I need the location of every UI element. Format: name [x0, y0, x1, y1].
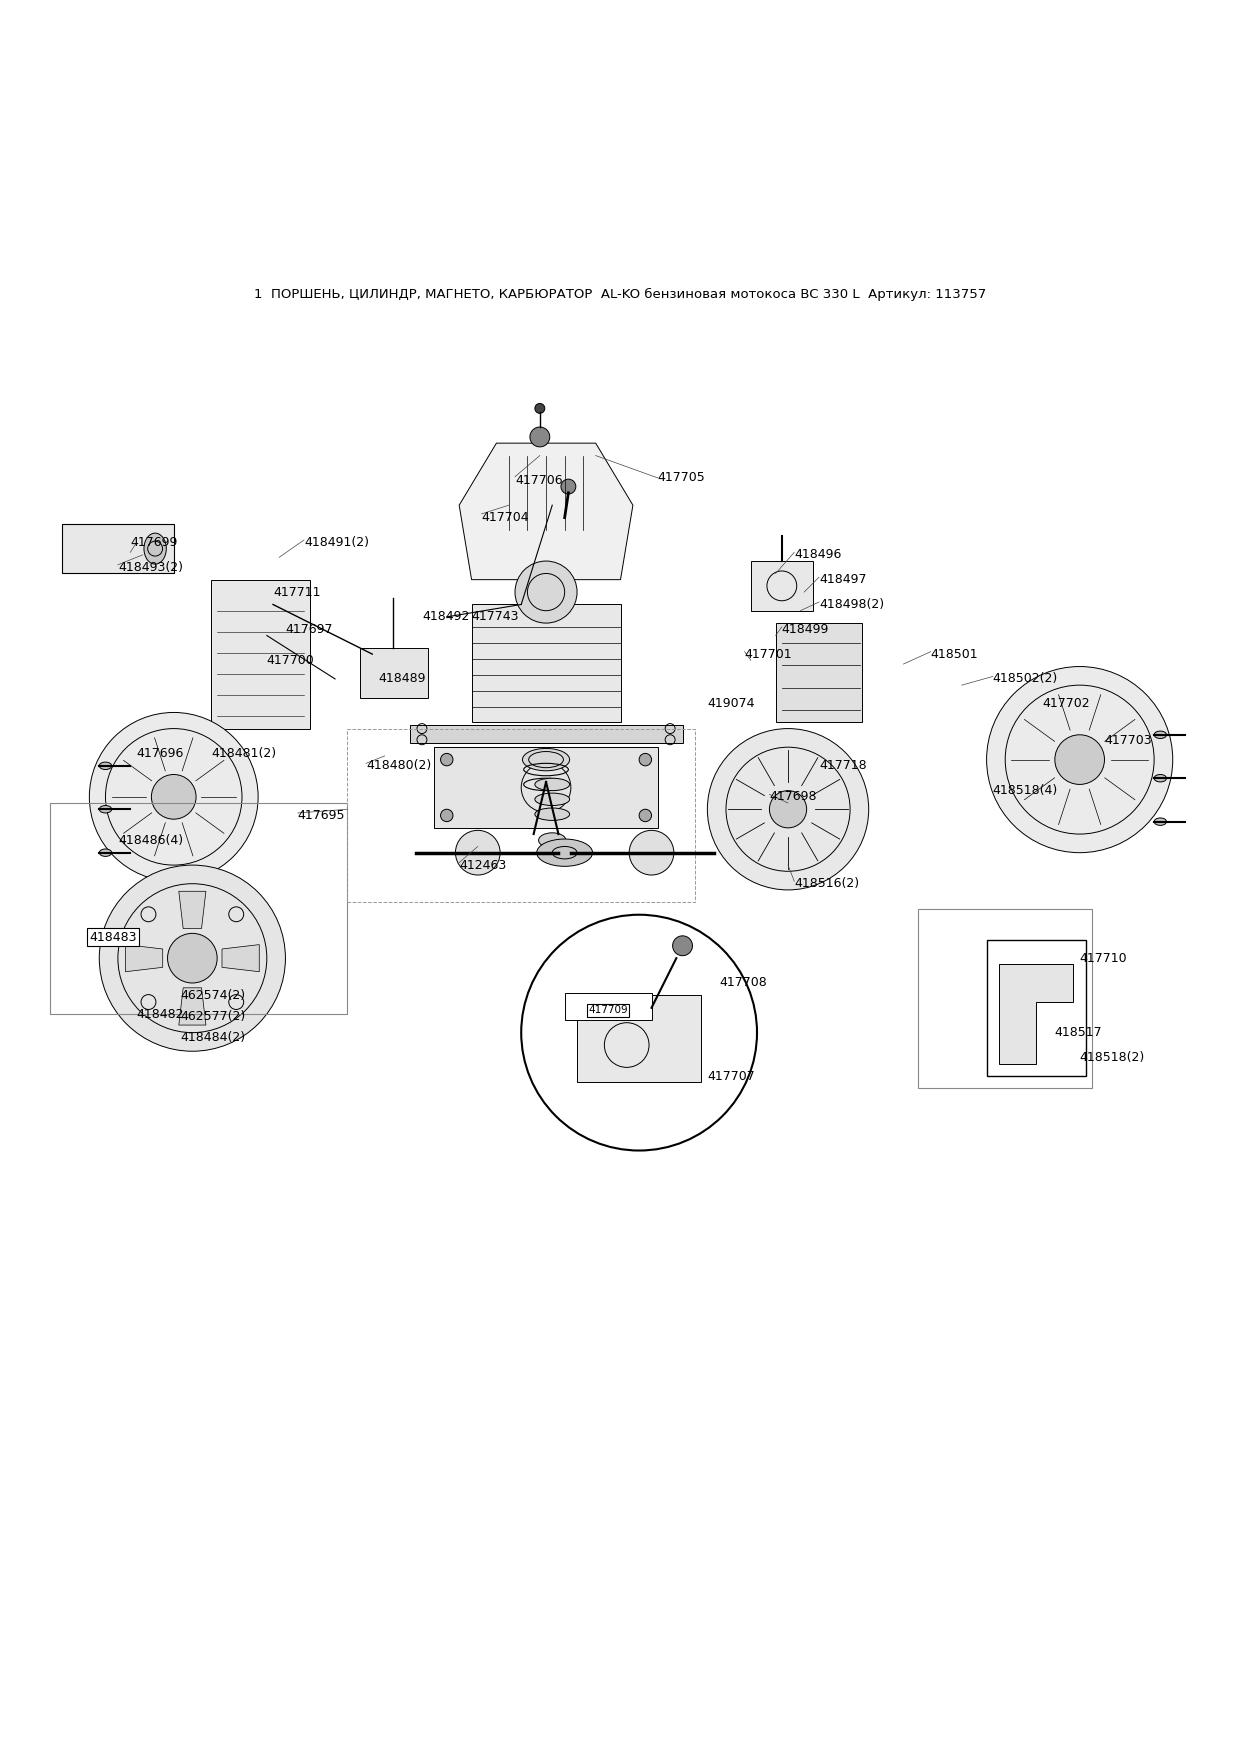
Bar [360, 648, 428, 697]
Polygon shape [222, 944, 259, 972]
Text: 418492: 418492 [422, 611, 469, 623]
Bar [434, 748, 658, 828]
Circle shape [639, 753, 652, 765]
Ellipse shape [1154, 818, 1167, 825]
Bar [565, 993, 652, 1020]
Bar [410, 725, 683, 744]
Polygon shape [999, 963, 1073, 1064]
Polygon shape [125, 944, 163, 972]
Text: 417718: 417718 [819, 760, 866, 772]
Text: 1  ПОРШЕНЬ, ЦИЛИНДР, МАГНЕТО, КАРБЮРАТОР  AL-KO бензиновая мотокоса BC 330 L  Ар: 1 ПОРШЕНЬ, ЦИЛИНДР, МАГНЕТО, КАРБЮРАТОР … [254, 288, 987, 300]
Text: 417701: 417701 [745, 648, 792, 660]
Text: 417699: 417699 [130, 535, 177, 549]
Text: 418499: 418499 [782, 623, 829, 635]
Text: 418518(4): 418518(4) [993, 784, 1059, 797]
Bar [987, 939, 1086, 1076]
Ellipse shape [536, 839, 593, 867]
Circle shape [99, 865, 285, 1051]
Circle shape [535, 404, 545, 414]
Text: 418516(2): 418516(2) [794, 878, 859, 890]
Bar [577, 995, 701, 1083]
Bar [918, 909, 1092, 1088]
Text: 417698: 417698 [769, 790, 817, 804]
Ellipse shape [535, 777, 570, 792]
Text: 417704: 417704 [482, 511, 529, 525]
Circle shape [561, 479, 576, 493]
Circle shape [629, 830, 674, 876]
Text: 418501: 418501 [931, 648, 978, 660]
Text: 462574(2): 462574(2) [180, 988, 244, 1002]
Text: 417710: 417710 [1080, 951, 1127, 965]
Text: 417711: 417711 [273, 586, 320, 598]
Text: 417696: 417696 [137, 748, 184, 760]
Circle shape [441, 809, 453, 821]
Text: 418518(2): 418518(2) [1080, 1051, 1145, 1064]
Text: 412463: 412463 [459, 858, 506, 872]
Ellipse shape [539, 834, 566, 848]
Ellipse shape [522, 748, 570, 770]
Ellipse shape [535, 807, 570, 820]
Text: 418486(4): 418486(4) [118, 834, 182, 846]
Text: 418481(2): 418481(2) [211, 748, 276, 760]
Ellipse shape [99, 762, 112, 769]
Circle shape [168, 934, 217, 983]
Circle shape [151, 774, 196, 820]
Text: 418498(2): 418498(2) [819, 598, 884, 611]
Text: 417703: 417703 [1104, 735, 1152, 748]
Ellipse shape [144, 534, 166, 563]
Text: 418502(2): 418502(2) [993, 672, 1059, 686]
Text: 417706: 417706 [515, 474, 562, 486]
Text: 418489: 418489 [379, 672, 426, 686]
Bar [776, 623, 862, 723]
Text: 418493(2): 418493(2) [118, 562, 182, 574]
Text: 417697: 417697 [285, 623, 333, 635]
Ellipse shape [1154, 732, 1167, 739]
Bar [62, 523, 174, 574]
Text: 417743: 417743 [472, 611, 519, 623]
Circle shape [707, 728, 869, 890]
Circle shape [89, 713, 258, 881]
Text: 418517: 418517 [1055, 1027, 1102, 1039]
Circle shape [515, 562, 577, 623]
Text: 417705: 417705 [658, 472, 705, 484]
Circle shape [673, 935, 692, 956]
Bar [347, 728, 695, 902]
Bar [211, 579, 310, 728]
Text: 418496: 418496 [794, 548, 841, 562]
Ellipse shape [99, 849, 112, 856]
Polygon shape [179, 892, 206, 928]
Text: 418497: 418497 [819, 574, 866, 586]
Circle shape [639, 809, 652, 821]
Text: 417707: 417707 [707, 1069, 755, 1083]
Bar [751, 562, 813, 611]
Text: 418483: 418483 [89, 930, 137, 944]
Text: 417700: 417700 [267, 655, 314, 667]
Ellipse shape [99, 806, 112, 813]
Circle shape [769, 792, 807, 828]
Ellipse shape [1154, 774, 1167, 783]
Text: 418484(2): 418484(2) [180, 1032, 244, 1044]
Circle shape [1055, 735, 1104, 784]
Text: 419074: 419074 [707, 697, 755, 711]
Circle shape [455, 830, 500, 876]
Text: 417709: 417709 [588, 1006, 628, 1016]
Text: 418480(2): 418480(2) [366, 760, 432, 772]
Polygon shape [179, 988, 206, 1025]
Circle shape [441, 753, 453, 765]
Text: 418482: 418482 [137, 1007, 184, 1020]
Text: 417708: 417708 [720, 976, 767, 990]
Circle shape [530, 426, 550, 448]
Bar [472, 604, 620, 723]
Text: 418491(2): 418491(2) [304, 535, 369, 549]
Text: 417702: 417702 [1042, 697, 1090, 711]
Circle shape [987, 667, 1173, 853]
Text: 417695: 417695 [298, 809, 345, 821]
Ellipse shape [535, 793, 570, 806]
Text: 462577(2): 462577(2) [180, 1009, 246, 1023]
Polygon shape [459, 444, 633, 579]
Bar [50, 804, 347, 1014]
